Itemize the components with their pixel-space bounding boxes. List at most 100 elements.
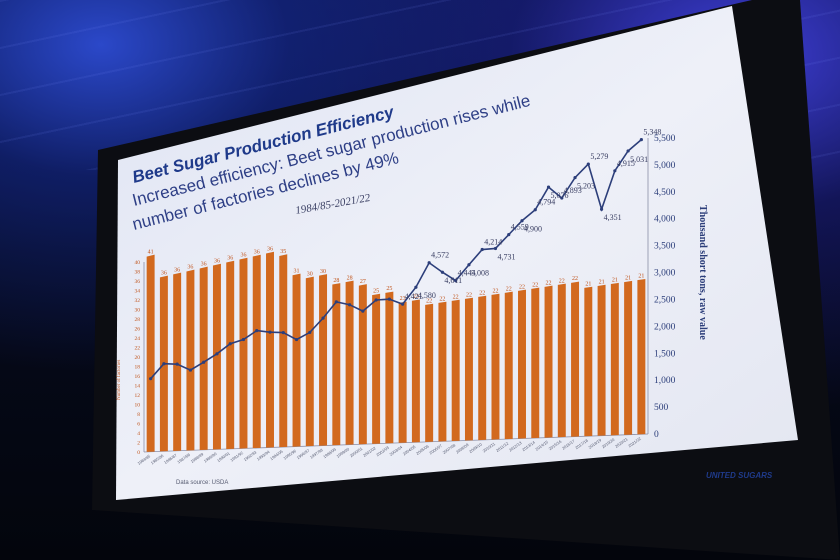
production-point	[215, 352, 219, 356]
bar-value-label: 21	[638, 274, 644, 280]
production-point	[321, 316, 325, 320]
production-point	[188, 368, 193, 372]
production-point-label: 4,794	[537, 198, 555, 207]
left-tick-label: 34	[135, 289, 141, 295]
production-point	[308, 330, 312, 335]
factory-bar	[464, 297, 473, 441]
left-tick-label: 40	[135, 260, 141, 266]
bar-value-label: 22	[466, 292, 472, 298]
bar-value-label: 22	[479, 290, 485, 296]
factory-bar	[292, 273, 301, 447]
factory-bar	[173, 272, 182, 451]
bar-value-label: 22	[572, 276, 578, 282]
production-point	[228, 342, 232, 346]
factory-bar	[438, 301, 447, 442]
data-source: Data source: USDA	[176, 480, 228, 486]
production-point	[347, 303, 352, 307]
production-line	[150, 139, 642, 380]
bar-value-label: 27	[360, 279, 366, 285]
left-tick-label: 36	[135, 279, 141, 285]
production-point	[294, 337, 299, 342]
factory-bar	[398, 301, 407, 443]
factory-bar	[544, 285, 553, 438]
factory-bar	[372, 293, 381, 444]
production-point-label: 5,203	[577, 182, 595, 191]
company-logo: UNITED SUGARS	[706, 471, 773, 480]
production-point-label: 4,559	[511, 223, 529, 232]
factory-bar	[597, 284, 606, 436]
factory-bar	[332, 283, 341, 446]
bar-value-label: 30	[307, 271, 313, 277]
bar-value-label: 21	[585, 281, 591, 287]
production-point	[454, 278, 458, 283]
right-axis-title: Thousand short tons, raw value	[697, 205, 708, 340]
left-tick-label: 4	[137, 431, 140, 437]
bar-value-label: 25	[373, 288, 379, 294]
left-tick-label: 12	[135, 393, 141, 399]
production-point	[440, 270, 445, 274]
production-point-label: 4,611	[444, 276, 462, 285]
left-tick-label: 0	[137, 450, 140, 456]
right-tick-label: 2,000	[654, 322, 676, 332]
factory-bar	[637, 278, 646, 435]
bar-value-label: 21	[625, 276, 631, 282]
left-tick-label: 6	[137, 422, 140, 428]
right-tick-label: 4,000	[654, 215, 676, 225]
factory-bar	[226, 260, 235, 450]
logo-text: UNITED SUGARS	[706, 471, 773, 480]
production-point	[281, 330, 285, 335]
bar-value-label: 22	[453, 294, 459, 300]
production-point-label: 4,900	[524, 225, 542, 234]
factory-bar	[610, 282, 619, 436]
factory-bar	[478, 295, 487, 441]
production-point-label: 4,421	[405, 292, 423, 301]
left-tick-label: 28	[135, 317, 141, 323]
factory-bar	[358, 284, 367, 445]
production-point	[334, 300, 338, 304]
factory-bar	[319, 274, 328, 446]
bar-value-label: 36	[161, 271, 167, 277]
production-point-label: 4,572	[431, 251, 449, 260]
factory-bar	[252, 254, 261, 449]
bar-value-label: 28	[333, 278, 339, 284]
production-point	[533, 208, 537, 212]
bar-value-label: 23	[413, 294, 419, 300]
left-tick-label: 16	[135, 374, 141, 380]
factory-bar	[425, 303, 434, 442]
bar-value-label: 25	[386, 286, 392, 292]
factory-bar	[411, 299, 420, 443]
bar-value-label: 35	[280, 249, 286, 255]
production-point	[467, 263, 471, 267]
production-point	[374, 298, 378, 302]
production-point	[268, 330, 272, 334]
production-point	[387, 297, 391, 301]
production-point	[361, 309, 365, 313]
factory-bar	[584, 286, 593, 437]
left-tick-label: 2	[137, 441, 140, 447]
factory-bar	[345, 280, 354, 445]
production-point-label: 5,008	[471, 269, 489, 278]
right-tick-label: 5,500	[654, 134, 676, 144]
production-point	[639, 138, 643, 142]
factory-bar	[518, 289, 526, 439]
left-tick-label: 32	[135, 298, 141, 304]
production-point	[175, 362, 179, 366]
factory-bar	[624, 280, 633, 435]
factory-bar	[531, 287, 540, 439]
left-tick-label: 8	[137, 412, 140, 418]
production-point	[520, 219, 524, 223]
left-axis-title: Number of factories	[117, 360, 122, 400]
bar-value-label: 22	[492, 288, 498, 294]
production-point	[427, 261, 431, 265]
factory-bar	[504, 291, 513, 440]
bar-value-label: 30	[320, 269, 326, 275]
production-point	[586, 162, 590, 166]
production-point-label: 4,214	[484, 238, 502, 247]
right-tick-label: 2,500	[654, 295, 676, 305]
bar-value-label: 22	[439, 296, 445, 302]
bar-value-label: 22	[426, 298, 432, 304]
factory-bar	[212, 263, 221, 450]
production-point-label: 5,279	[590, 152, 608, 161]
right-tick-label: 3,000	[654, 269, 676, 279]
production-point	[599, 207, 604, 211]
